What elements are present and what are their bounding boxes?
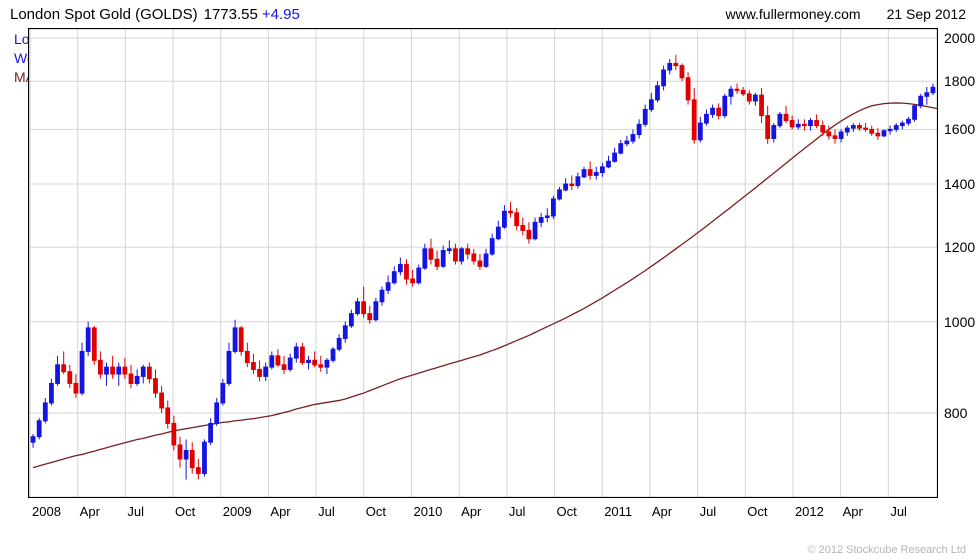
x-axis-tick-11: Oct <box>557 504 577 519</box>
x-axis-tick-9: Apr <box>461 504 481 519</box>
y-axis-tick-2000: 2000 <box>944 30 975 46</box>
y-axis-tick-1200: 1200 <box>944 239 975 255</box>
y-axis-tick-1000: 1000 <box>944 314 975 330</box>
x-axis-tick-1: Apr <box>80 504 100 519</box>
x-axis-tick-18: Jul <box>890 504 907 519</box>
y-axis-tick-1600: 1600 <box>944 121 975 137</box>
x-axis-tick-3: Oct <box>175 504 195 519</box>
x-axis-tick-8: 2010 <box>413 504 442 519</box>
plot-area[interactable]: 800 1000 1200 1400 1600 1800 2000 2008 Apr Jul Oct… <box>28 28 938 498</box>
x-axis-tick-13: Apr <box>652 504 672 519</box>
x-axis-tick-4: 2009 <box>223 504 252 519</box>
y-axis-tick-1400: 1400 <box>944 176 975 192</box>
copyright-label: © 2012 Stockcube Research Ltd <box>807 544 966 556</box>
x-axis-tick-6: Jul <box>318 504 335 519</box>
x-axis-tick-10: Jul <box>509 504 526 519</box>
x-axis-tick-5: Apr <box>270 504 290 519</box>
chart-title: London Spot Gold (GOLDS) <box>10 6 198 23</box>
y-axis-tick-800: 800 <box>944 405 967 421</box>
y-axis-tick-1800: 1800 <box>944 73 975 89</box>
x-axis-tick-16: 2012 <box>795 504 824 519</box>
x-axis-tick-0: 2008 <box>32 504 61 519</box>
chart-price: 1773.55 <box>204 6 258 23</box>
header-right: www.fullermoney.com 21 Sep 2012 <box>725 6 966 22</box>
x-axis-tick-12: 2011 <box>604 504 632 519</box>
x-axis-tick-17: Apr <box>843 504 863 519</box>
x-axis-tick-15: Oct <box>747 504 767 519</box>
chart-date: 21 Sep 2012 <box>887 6 966 22</box>
chart-root: London Spot Gold (GOLDS) 1773.55 +4.95 w… <box>0 0 980 560</box>
x-axis-tick-7: Oct <box>366 504 386 519</box>
chart-change: +4.95 <box>262 6 300 23</box>
x-axis-tick-14: Jul <box>700 504 717 519</box>
x-axis-tick-2: Jul <box>127 504 144 519</box>
chart-source[interactable]: www.fullermoney.com <box>725 6 860 22</box>
